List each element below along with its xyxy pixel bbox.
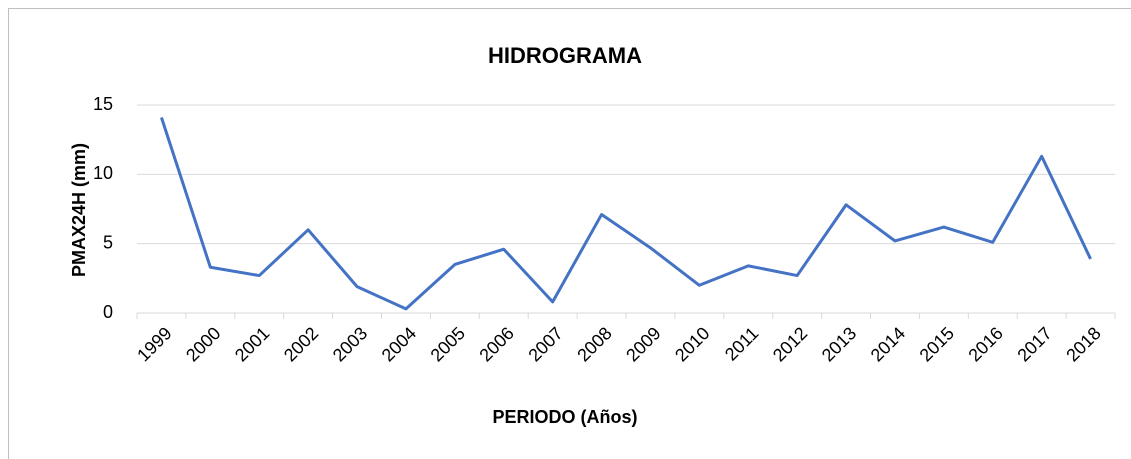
x-axis-label: PERIODO (Años) [492,407,637,427]
y-axis-label: PMAX24H (mm) [69,143,89,277]
y-tick-label: 10 [93,163,113,183]
chart-border [8,8,1131,459]
data-line [160,117,1092,311]
chart-title: HIDROGRAMA [488,43,642,68]
y-tick-label: 15 [93,94,113,114]
y-tick-label: 0 [103,302,113,322]
y-tick-label: 5 [103,232,113,252]
